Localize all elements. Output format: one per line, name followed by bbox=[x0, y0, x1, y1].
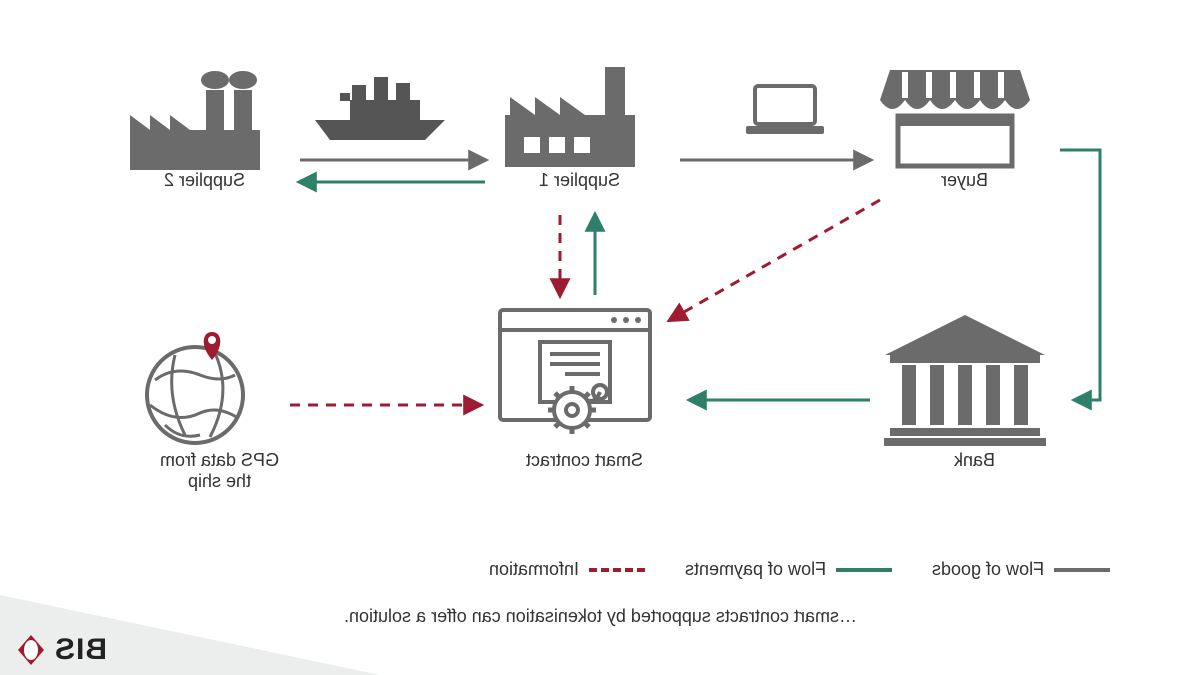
gps-label: GPS data from the ship bbox=[160, 450, 279, 492]
caption: …smart contracts supported by tokenisati… bbox=[0, 606, 1200, 627]
legend-info: Information bbox=[489, 559, 645, 580]
bis-text: BIS bbox=[54, 633, 107, 667]
legend-pay-label: Flow of payments bbox=[685, 559, 826, 580]
node-bank: Bank bbox=[880, 310, 1070, 471]
legend-info-label: Information bbox=[489, 559, 579, 580]
globe-icon bbox=[130, 330, 260, 450]
ship-icon bbox=[310, 65, 450, 145]
legend-goods-swatch bbox=[1054, 568, 1110, 572]
factory2-icon bbox=[120, 60, 270, 170]
legend-payments: Flow of payments bbox=[685, 559, 892, 580]
legend-info-swatch bbox=[589, 568, 645, 572]
laptop-icon bbox=[740, 80, 830, 140]
contract-icon bbox=[490, 300, 660, 450]
legend-goods-label: Flow of goods bbox=[932, 559, 1044, 580]
contract-label: Smart contract bbox=[526, 450, 643, 471]
node-gps: GPS data from the ship bbox=[130, 330, 310, 492]
node-buyer: Buyer bbox=[880, 60, 1050, 191]
legend-goods: Flow of goods bbox=[932, 559, 1110, 580]
ship-icon-wrap bbox=[310, 65, 450, 145]
supplier1-label: Supplier 1 bbox=[539, 170, 620, 191]
diagram-stage: Supplier 2 bbox=[0, 0, 1200, 675]
bis-logo-icon bbox=[14, 633, 48, 667]
legend: Information Flow of payments Flow of goo… bbox=[489, 559, 1110, 580]
factory1-icon bbox=[495, 55, 645, 170]
legend-pay-swatch bbox=[836, 568, 892, 572]
bank-icon bbox=[880, 310, 1050, 450]
buyer-label: Buyer bbox=[941, 170, 988, 191]
bis-brand: BIS bbox=[14, 633, 107, 667]
node-contract: Smart contract bbox=[490, 300, 680, 471]
bank-label: Bank bbox=[954, 450, 995, 471]
laptop-icon-wrap bbox=[740, 80, 830, 140]
supplier2-label: Supplier 2 bbox=[164, 170, 245, 191]
store-icon bbox=[880, 60, 1030, 170]
node-supplier2: Supplier 2 bbox=[120, 60, 290, 191]
caption-text: …smart contracts supported by tokenisati… bbox=[344, 606, 857, 627]
node-supplier1: Supplier 1 bbox=[495, 55, 665, 191]
